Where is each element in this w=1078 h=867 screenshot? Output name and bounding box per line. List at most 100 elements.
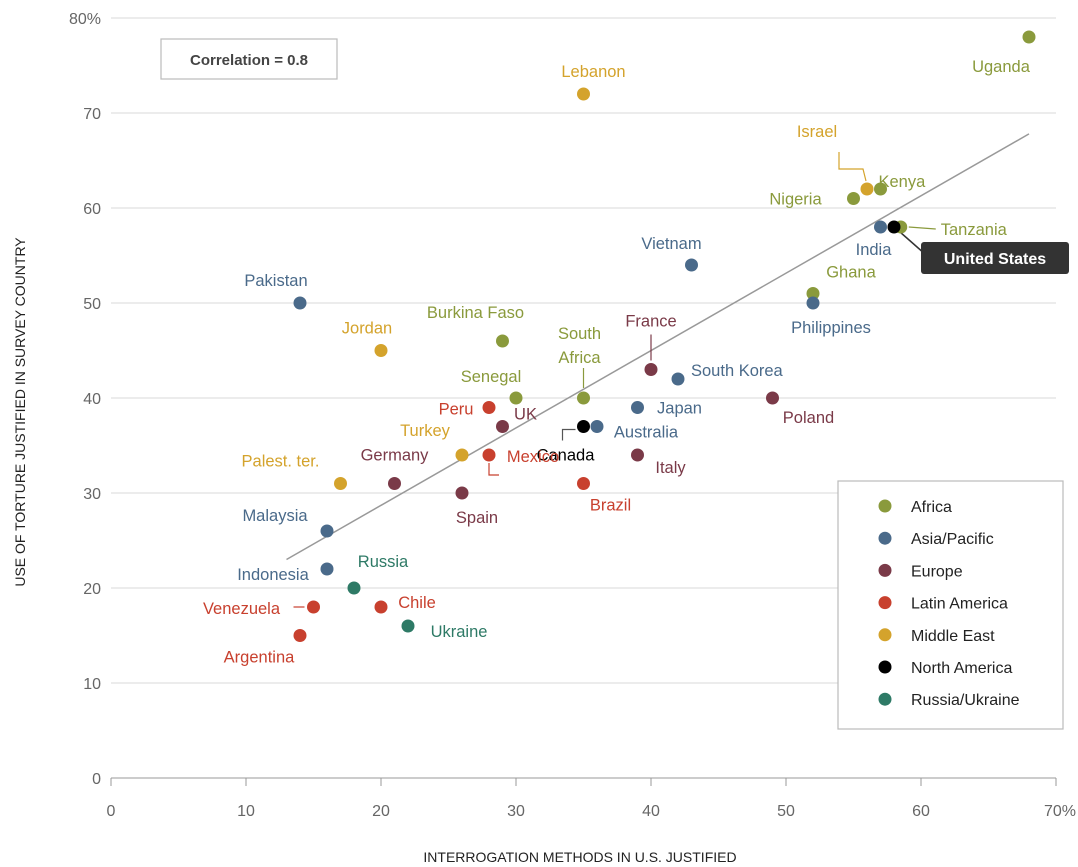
leader-lines [293,152,936,608]
label-tanzania: Tanzania [941,221,1008,239]
label-uganda: Uganda [972,58,1031,76]
point-spain [455,486,469,500]
legend-marker-russia-ukraine [878,692,892,706]
label-philippines: Philippines [791,319,871,337]
legend-label-africa: Africa [911,499,952,516]
point-malaysia [320,524,334,538]
point-turkey [455,448,469,462]
label-nigeria: Nigeria [769,191,822,209]
legend-marker-north-america [878,660,892,674]
legend-label-latin-america: Latin America [911,596,1008,613]
point-kenya [874,182,887,196]
point-india [874,220,887,234]
label-india: India [856,241,893,259]
point-peru [482,401,496,414]
legend-marker-latin-america [878,596,892,610]
point-chile [374,600,388,614]
legend-label-north-america: North America [911,660,1012,677]
x-tick-label: 50 [777,803,795,820]
point-mexico [482,448,496,462]
label-argentina: Argentina [224,649,295,667]
correlation-box: Correlation = 0.8 [160,38,338,80]
label-uk: UK [514,406,537,424]
label-south-africa: South [558,325,601,343]
legend-box [837,480,1064,730]
point-france [644,363,658,376]
point-russia [347,581,361,595]
label-south-korea: South Korea [691,362,784,380]
x-axis-title: INTERROGATION METHODS IN U.S. JUSTIFIED [423,849,736,865]
x-tick-label: 30 [507,803,525,820]
point-jordan [374,344,388,357]
y-tick-label: 60 [83,201,101,218]
x-tick-label: 70% [1044,803,1076,820]
x-tick-label: 60 [912,803,930,820]
point-pakistan [293,296,307,310]
label-poland: Poland [783,409,834,427]
x-tick-label: 0 [107,803,116,820]
label-italy: Italy [655,459,686,477]
data-points [293,30,1036,642]
label-peru: Peru [439,401,474,419]
x-tick-label: 20 [372,803,390,820]
point-ghana [806,287,820,300]
legend-marker-africa [878,499,892,513]
point-nigeria [847,192,860,205]
legend: Africa Asia/Pacific Europe Latin America Mid… [837,480,1064,730]
leader-line [908,226,936,230]
label-lebanon: Lebanon [561,63,625,81]
legend-marker-europe [878,563,892,577]
label-united-states: United States [944,251,1046,268]
label-israel: Israel [797,123,837,141]
legend-marker-middle-east [878,628,892,642]
legend-label-europe: Europe [911,563,963,580]
y-tick-label: 10 [83,676,101,693]
label-ukraine: Ukraine [431,623,488,641]
leader-line [899,231,926,255]
point-philippines [806,296,820,310]
y-tick-label: 80% [69,11,101,28]
legend-label-middle-east: Middle East [911,628,995,645]
point-poland [766,391,779,405]
label-turkey: Turkey [400,422,451,440]
point-labels: Uganda Lebanon Israel Kenya Nigeria India Tanz… [203,58,1069,667]
point-senegal [509,391,523,405]
label-indonesia: Indonesia [237,566,309,584]
point-israel [860,182,874,196]
label-jordan: Jordan [342,320,392,338]
point-uganda [1022,30,1036,44]
label-palest-ter: Palest. ter. [242,453,320,471]
point-italy [631,448,644,462]
label-pakistan: Pakistan [244,272,307,290]
axes: 0 10 20 30 40 50 60 70 80% 0 10 20 30 40 50 60 70% [69,11,1076,820]
correlation-text: Correlation = 0.8 [190,52,308,69]
point-australia [590,420,604,433]
label-burkina-faso: Burkina Faso [427,304,524,322]
leader-line [561,428,576,441]
label-malaysia: Malaysia [242,507,308,525]
point-united-states [887,220,901,234]
label-venezuela: Venezuela [203,600,281,618]
gridlines [111,17,1056,684]
trendline-line [286,133,1030,561]
leader-line [838,152,867,182]
point-venezuela [307,600,320,614]
y-tick-label: 30 [83,486,101,503]
label-brazil: Brazil [590,497,631,515]
legend-label-russia-ukraine: Russia/Ukraine [911,692,1020,709]
point-indonesia [320,562,334,576]
point-burkina-faso [496,334,509,348]
label-russia: Russia [358,553,409,571]
point-argentina [293,629,307,642]
legend-label-asia-pacific: Asia/Pacific [911,531,994,548]
point-brazil [577,477,590,490]
label-kenya: Kenya [879,173,927,191]
label-chile: Chile [398,594,436,612]
label-south-africa-line2: Africa [558,349,601,367]
us-callout-box [921,242,1069,274]
label-australia: Australia [614,424,679,442]
label-france: France [625,313,676,331]
label-mexico: Mexico [507,448,559,466]
y-tick-label: 70 [83,106,101,123]
